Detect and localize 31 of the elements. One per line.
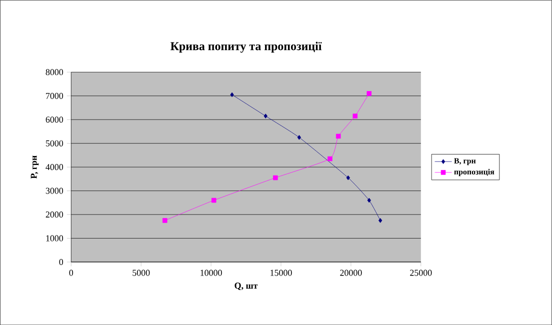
- y-tick-label: 3000: [46, 188, 64, 194]
- x-axis-title: Q, шт: [234, 282, 258, 290]
- y-tick-label: 6000: [46, 116, 64, 123]
- x-tick-label: 10000: [200, 270, 222, 276]
- point: [328, 156, 332, 162]
- point: [211, 198, 216, 203]
- y-tick-label: 7000: [46, 92, 64, 99]
- y-tick-label: 0: [59, 258, 64, 265]
- point: [230, 92, 234, 97]
- point: [162, 218, 168, 223]
- y-tick-label: 1000: [46, 235, 64, 242]
- y-tick-label: 5000: [46, 140, 64, 146]
- y-tick-label: 8000: [46, 69, 64, 76]
- x-tick-label: 0: [69, 270, 74, 276]
- y-axis-title: P, грн: [30, 156, 39, 179]
- point: [367, 198, 371, 203]
- chart-title: Крива попиту та пропозиції: [170, 42, 322, 53]
- point: [273, 175, 278, 180]
- y-tick-label: 4000: [46, 164, 64, 170]
- x-tick-label: 20000: [340, 270, 362, 276]
- point: [264, 114, 268, 118]
- x-tick-label: 25000: [410, 270, 432, 276]
- point: [346, 175, 350, 180]
- point: [297, 134, 302, 140]
- point: [366, 91, 372, 96]
- point: [378, 218, 382, 223]
- x-tick-label: 5000: [132, 270, 150, 276]
- point: [352, 114, 358, 118]
- point: [336, 134, 341, 139]
- y-tick-label: 2000: [46, 211, 64, 218]
- x-tick-label: 15000: [270, 270, 292, 276]
